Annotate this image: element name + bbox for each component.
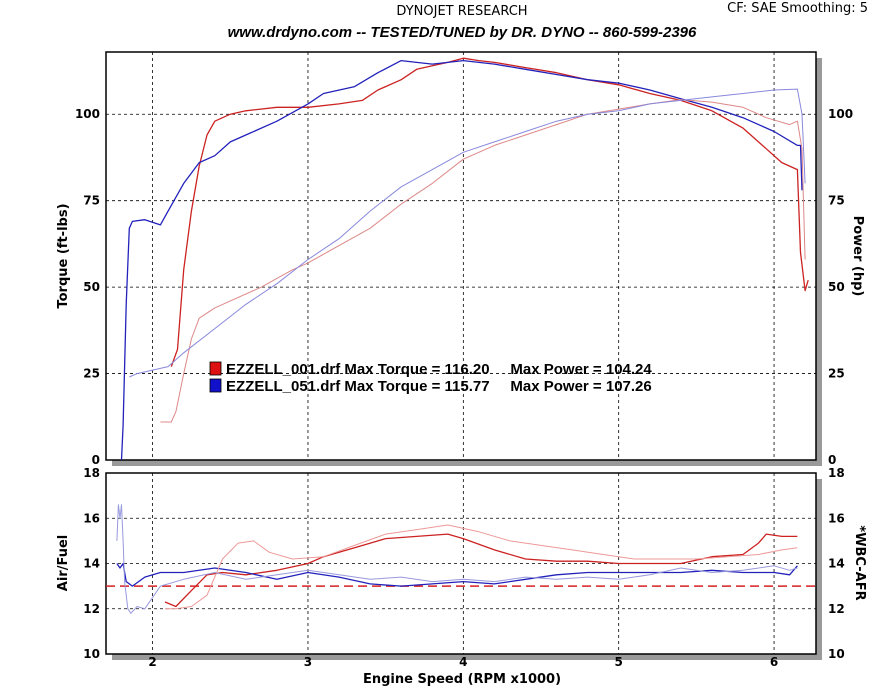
y-tick-label-left: 14 xyxy=(83,557,100,571)
engine-speed-axis-label: Engine Speed (RPM x1000) xyxy=(363,672,561,687)
top-panel-frame xyxy=(105,51,817,461)
top-tick-labels: 0 0 25 25 50 50 75 75 100 100 xyxy=(75,107,853,467)
y-tick-label-right: 16 xyxy=(828,511,845,525)
legend-entry-run2: EZZELL_051.drf Max Torque = 115.77 Max P… xyxy=(226,378,652,395)
series-line-run2-afr xyxy=(116,562,798,587)
y-tick-label-left: 12 xyxy=(83,602,100,616)
y-tick-label-left: 0 xyxy=(92,453,100,467)
x-tick-label: 2 xyxy=(148,655,156,669)
series-line-run1-power xyxy=(160,99,806,423)
y-tick-label-right: 75 xyxy=(828,194,845,208)
bottom-series xyxy=(106,504,816,614)
legend: EZZELL_001.drf Max Torque = 116.20 Max P… xyxy=(209,361,652,395)
legend-swatch-run2 xyxy=(209,378,222,393)
torque-axis-label: Torque (ft-lbs) xyxy=(56,203,71,308)
y-tick-label-right: 14 xyxy=(828,557,845,571)
series-line-run2-power xyxy=(129,88,806,378)
series-line-run2-torque xyxy=(120,59,803,461)
correction-info: CF: SAE Smoothing: 5 xyxy=(727,1,868,16)
x-tick-label: 4 xyxy=(459,655,467,669)
series-line-run1-afr-wbc xyxy=(165,524,798,610)
y-tick-label-right: 12 xyxy=(828,602,845,616)
y-tick-label-right: 0 xyxy=(828,453,836,467)
banner-text: www.drdyno.com -- TESTED/TUNED by DR. DY… xyxy=(227,24,697,41)
x-tick-label: 5 xyxy=(615,655,623,669)
y-tick-label-left: 10 xyxy=(83,647,100,661)
x-tick-label: 3 xyxy=(304,655,312,669)
bottom-tick-labels: 2 3 4 5 6 10 10 12 12 14 14 16 16 18 18 xyxy=(83,466,844,669)
y-tick-label-left: 25 xyxy=(83,367,100,381)
wbc-afr-axis-label: *WBC-AFR xyxy=(852,525,867,600)
y-tick-label-left: 16 xyxy=(83,511,100,525)
series-line-run1-torque xyxy=(170,57,809,367)
power-axis-label: Power (hp) xyxy=(850,216,865,297)
company-title: DYNOJET RESEARCH xyxy=(396,4,528,19)
series-line-run2-afr-wbc xyxy=(116,504,798,614)
top-grid xyxy=(106,52,816,460)
y-tick-label-left: 75 xyxy=(83,194,100,208)
y-tick-label-right: 50 xyxy=(828,280,845,294)
legend-swatch-run1 xyxy=(209,361,222,376)
y-tick-label-right: 10 xyxy=(828,647,845,661)
y-tick-label-right: 18 xyxy=(828,466,845,480)
series-line-run1-afr xyxy=(164,533,798,608)
y-tick-label-left: 100 xyxy=(75,107,100,121)
y-tick-label-right: 25 xyxy=(828,367,845,381)
y-tick-label-left: 50 xyxy=(83,280,100,294)
top-series xyxy=(120,57,809,461)
airfuel-axis-label: Air/Fuel xyxy=(56,535,71,591)
legend-entry-run1: EZZELL_001.drf Max Torque = 116.20 Max P… xyxy=(226,361,652,378)
x-tick-label: 6 xyxy=(770,655,778,669)
y-tick-label-right: 100 xyxy=(828,107,853,121)
y-tick-label-left: 18 xyxy=(83,466,100,480)
